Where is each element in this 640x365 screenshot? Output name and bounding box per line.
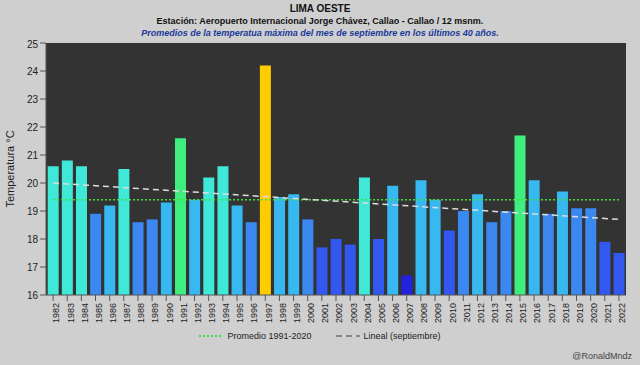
- svg-text:2008: 2008: [419, 303, 429, 323]
- html-text:Promedios de la temperatua máx: Promedios de la temperatua máxima del me…: [141, 28, 499, 38]
- svg-text:2000: 2000: [306, 303, 316, 323]
- svg-text:23: 23: [27, 94, 39, 105]
- svg-text:2010: 2010: [448, 303, 458, 323]
- svg-text:2017: 2017: [547, 303, 557, 323]
- svg-text:1992: 1992: [193, 303, 203, 323]
- svg-text:1989: 1989: [150, 303, 160, 323]
- svg-text:1999: 1999: [292, 303, 302, 323]
- svg-text:18: 18: [27, 234, 39, 245]
- svg-text:1983: 1983: [66, 303, 76, 323]
- svg-text:2009: 2009: [433, 303, 443, 323]
- svg-text:2019: 2019: [575, 303, 585, 323]
- svg-text:Temperatura °C: Temperatura °C: [4, 130, 16, 207]
- html-text:@RonaldMndz: @RonaldMndz: [572, 351, 632, 361]
- svg-text:2016: 2016: [532, 303, 542, 323]
- svg-text:1985: 1985: [94, 303, 104, 323]
- svg-text:1994: 1994: [221, 303, 231, 323]
- svg-text:1986: 1986: [108, 303, 118, 323]
- svg-text:2021: 2021: [603, 303, 613, 323]
- html-text:Lineal (septiembre): Lineal (septiembre): [363, 331, 441, 341]
- svg-text:25: 25: [27, 39, 39, 50]
- svg-text:2005: 2005: [377, 303, 387, 323]
- svg-text:24: 24: [27, 66, 39, 77]
- html-text:LIMA OESTE: LIMA OESTE: [289, 3, 351, 14]
- svg-text:1996: 1996: [250, 303, 260, 323]
- svg-text:2004: 2004: [363, 303, 373, 323]
- svg-text:19: 19: [27, 206, 39, 217]
- svg-text:2015: 2015: [518, 303, 528, 323]
- svg-text:1987: 1987: [122, 303, 132, 323]
- svg-text:1982: 1982: [51, 303, 61, 323]
- svg-text:16: 16: [27, 290, 39, 301]
- svg-text:2011: 2011: [462, 303, 472, 322]
- svg-text:2018: 2018: [561, 303, 571, 323]
- svg-text:2006: 2006: [391, 303, 401, 323]
- svg-text:21: 21: [27, 150, 39, 161]
- svg-text:17: 17: [27, 262, 39, 273]
- svg-text:2013: 2013: [490, 303, 500, 323]
- svg-text:2002: 2002: [334, 303, 344, 323]
- html-text:Promedio 1991-2020: Promedio 1991-2020: [227, 331, 312, 341]
- svg-text:1984: 1984: [80, 303, 90, 323]
- svg-text:1995: 1995: [235, 303, 245, 323]
- svg-text:22: 22: [27, 122, 39, 133]
- svg-text:1998: 1998: [278, 303, 288, 323]
- svg-text:2014: 2014: [504, 303, 514, 323]
- svg-text:1990: 1990: [165, 303, 175, 323]
- html-text:Estación: Aeropuerto Internaci: Estación: Aeropuerto Internacional Jorge…: [156, 16, 484, 26]
- svg-text:1988: 1988: [136, 303, 146, 323]
- svg-text:2020: 2020: [589, 303, 599, 323]
- svg-text:1993: 1993: [207, 303, 217, 323]
- svg-text:2022: 2022: [617, 303, 627, 323]
- svg-text:20: 20: [27, 178, 39, 189]
- svg-text:2003: 2003: [349, 303, 359, 323]
- svg-text:2001: 2001: [320, 303, 330, 323]
- svg-text:1991: 1991: [179, 303, 189, 323]
- svg-text:1997: 1997: [264, 303, 274, 323]
- svg-text:2007: 2007: [405, 303, 415, 323]
- svg-text:2012: 2012: [476, 303, 486, 323]
